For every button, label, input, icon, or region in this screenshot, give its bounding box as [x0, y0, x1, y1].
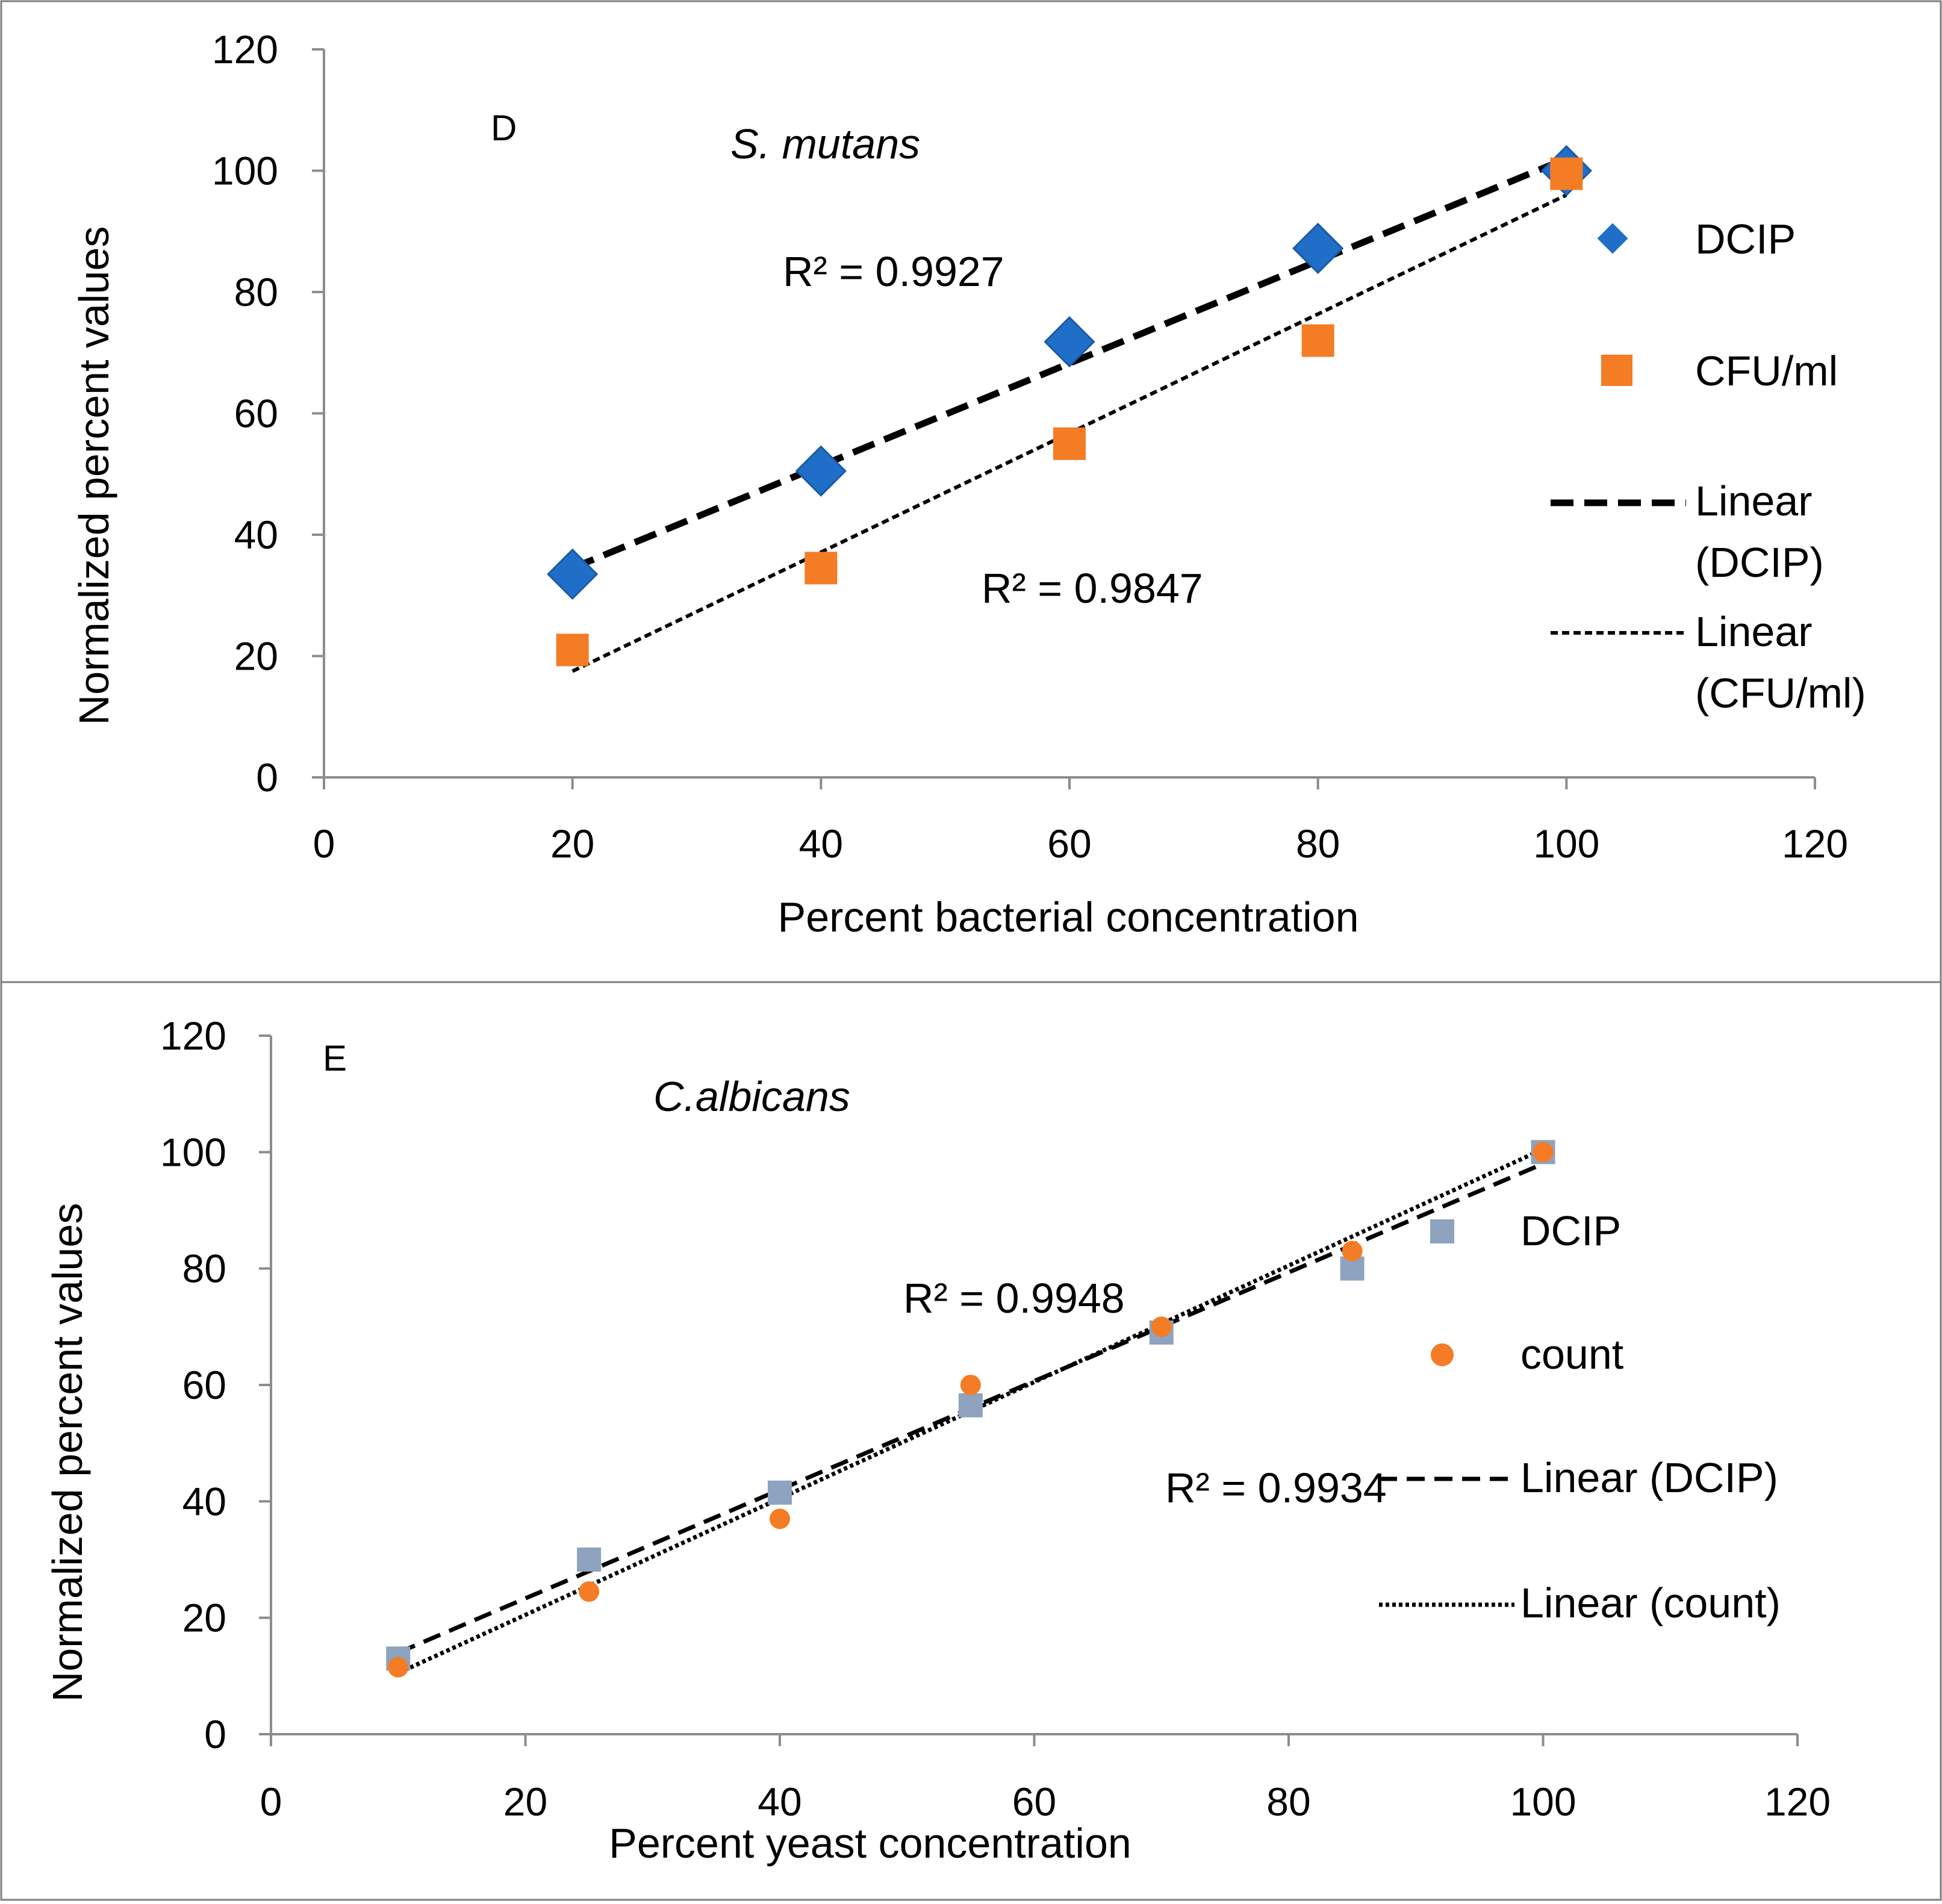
panel-e-y-tick-label: 0	[204, 1712, 226, 1756]
panel-d-y-tick-label: 40	[234, 512, 278, 557]
panel-d-point-cfuml	[1301, 324, 1334, 357]
panel-d-y-tick-labels: 0 20 40 60 80 100 120	[212, 27, 278, 800]
panel-d-trendline-a	[571, 155, 1568, 571]
panel-e-point-count	[1342, 1240, 1363, 1262]
panel-e-legend-count-label: count	[1520, 1331, 1623, 1378]
panel-e-y-tick-labels: 0 20 40 60 80 100 120	[160, 1013, 226, 1756]
panel-d-r2-cfu: R² = 0.9847	[982, 565, 1203, 612]
panel-d-point-dcip	[795, 445, 847, 497]
panel-e-point-dcip	[768, 1480, 792, 1505]
panel-e-x-axis-title: Percent yeast concentration	[609, 1820, 1131, 1867]
panel-d-y-tick-label: 100	[212, 149, 278, 193]
panel-d-frame	[0, 0, 1942, 983]
panel-d-point-cfuml	[1550, 157, 1583, 190]
panel-d-species: S. mutans	[730, 120, 920, 167]
panel-e-legend-dcip-marker	[1430, 1219, 1454, 1243]
panel-e-point-count	[388, 1657, 409, 1678]
panel-d-axes	[312, 48, 1816, 789]
panel-e-point-count	[1151, 1316, 1172, 1337]
panel-e-point-dcip	[958, 1393, 983, 1417]
panel-e-r2-dcip: R² = 0.9934	[1165, 1464, 1387, 1511]
panel-e-y-tick-label: 40	[182, 1479, 226, 1523]
panel-e-x-tick-labels: 0 20 40 60 80 100 120	[260, 1779, 1831, 1824]
panel-d-x-axis-title: Percent bacterial concentration	[778, 894, 1359, 941]
panel-e-x-tick-label: 0	[260, 1779, 282, 1824]
panel-d-y-tick-label: 20	[234, 634, 278, 679]
panel-e-point-count	[579, 1581, 600, 1602]
panel-e-point-count	[960, 1375, 981, 1395]
panel-e-x-tick-label: 100	[1510, 1779, 1576, 1824]
panel-d-legend-linear-dcip-label-1: Linear	[1695, 478, 1813, 524]
panel-e-y-axis-title: Normalized percent values	[44, 1203, 91, 1702]
panel-e-x-tick-label: 80	[1266, 1779, 1310, 1824]
panel-d-point-dcip	[1292, 222, 1344, 275]
panel-e-species: C.albicans	[653, 1073, 850, 1120]
panel-d-y-axis-title: Normalized percent values	[70, 226, 117, 726]
panel-d-x-tick-label: 20	[550, 821, 594, 866]
panel-d-point-cfuml	[556, 633, 589, 667]
panel-d-x-tick-label: 0	[313, 821, 335, 866]
panel-d-point-cfuml	[1053, 427, 1086, 460]
panel-d-x-tick-labels: 0 20 40 60 80 100 120	[313, 821, 1848, 866]
panel-e-y-tick-label: 100	[160, 1130, 226, 1174]
panel-d-points	[547, 145, 1592, 667]
panel-e-legend: DCIP count Linear (DCIP) Linear (count)	[1379, 1207, 1781, 1626]
panel-d-x-tick-label: 120	[1782, 821, 1848, 866]
panel-d-y-tick-label: 80	[234, 270, 278, 314]
panel-e-point-count	[770, 1508, 790, 1529]
panel-d-x-tick-label: 60	[1047, 821, 1091, 866]
panel-e-point-dcip	[577, 1548, 602, 1572]
panel-e-x-tick-label: 60	[1012, 1779, 1056, 1824]
panel-d-y-tick-label: 0	[256, 755, 278, 800]
panel-d-legend-cfu-label: CFU/ml	[1695, 347, 1838, 394]
panel-e-x-tick-label: 120	[1764, 1779, 1831, 1824]
panel-d-x-tick-label: 100	[1533, 821, 1599, 866]
panel-e-r2-count: R² = 0.9948	[903, 1275, 1125, 1322]
panel-d-legend-cfu-marker	[1601, 355, 1632, 386]
panel-e-y-tick-label: 120	[160, 1013, 226, 1058]
panel-d-legend: DCIP CFU/ml Linear (DCIP) Linear (CFU/ml…	[1551, 216, 1866, 717]
panel-e-x-tick-label: 40	[758, 1779, 801, 1824]
panel-d-x-tick-label: 40	[799, 821, 843, 866]
panel-d-point-dcip	[1044, 316, 1095, 368]
panel-e-y-tick-label: 80	[182, 1246, 226, 1291]
panel-d-legend-linear-cfu-label-2: (CFU/ml)	[1695, 670, 1866, 717]
panel-e-points	[386, 1140, 1555, 1678]
panel-d-y-tick-label: 60	[234, 391, 278, 436]
panel-e-y-tick-label: 60	[182, 1363, 226, 1407]
panel-d-x-tick-label: 80	[1296, 821, 1340, 866]
panel-d-y-tick-label: 120	[212, 27, 278, 72]
panel-e-point-count	[1533, 1142, 1554, 1163]
panel-d-legend-dcip-label: DCIP	[1695, 216, 1796, 263]
panel-d-legend-linear-dcip-label-2: (DCIP)	[1695, 539, 1824, 586]
panel-e-y-tick-label: 20	[182, 1596, 226, 1640]
panel-d-letter: D	[491, 108, 517, 148]
panel-d-chart: 0 20 40 60 80 100 120 0 20 40 60 80 100 120 D S. mut…	[70, 27, 1866, 941]
panel-e-legend-linear-count-label: Linear (count)	[1520, 1579, 1781, 1626]
panel-d-point-dcip	[547, 548, 599, 600]
panel-d-legend-linear-cfu-label-1: Linear	[1695, 608, 1813, 655]
panel-e-legend-dcip-label: DCIP	[1520, 1207, 1621, 1254]
panel-e-legend-linear-dcip-label: Linear (DCIP)	[1520, 1454, 1778, 1501]
panel-e-axes	[259, 1034, 1799, 1746]
panel-d-r2-dcip: R² = 0.9927	[783, 248, 1004, 295]
panel-e-chart: 0 20 40 60 80 100 120 0 20 40 60 80 100 120 E C.albi…	[44, 1013, 1831, 1867]
panel-e-legend-count-marker	[1431, 1343, 1454, 1366]
panel-e-frame	[0, 981, 1942, 1901]
panel-e-x-tick-label: 20	[503, 1779, 547, 1824]
panel-e-letter: E	[323, 1038, 347, 1078]
panel-d-point-cfuml	[804, 552, 838, 585]
